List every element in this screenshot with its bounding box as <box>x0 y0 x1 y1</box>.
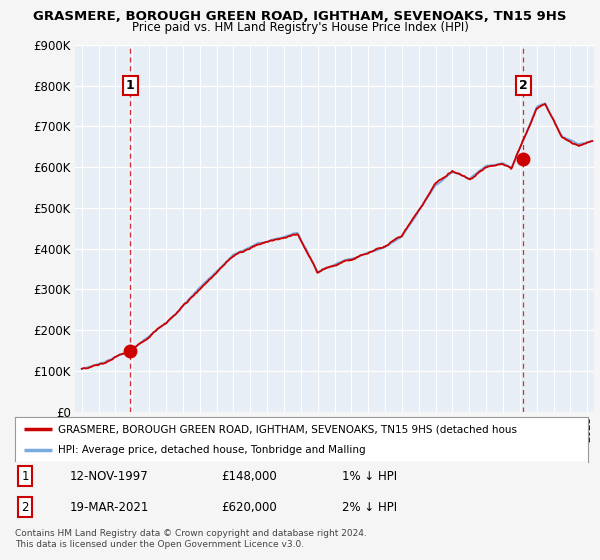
Text: 1: 1 <box>126 79 134 92</box>
Text: 1% ↓ HPI: 1% ↓ HPI <box>341 470 397 483</box>
Text: GRASMERE, BOROUGH GREEN ROAD, IGHTHAM, SEVENOAKS, TN15 9HS: GRASMERE, BOROUGH GREEN ROAD, IGHTHAM, S… <box>33 10 567 23</box>
Text: £148,000: £148,000 <box>221 470 277 483</box>
Text: 2% ↓ HPI: 2% ↓ HPI <box>341 501 397 514</box>
Text: Contains HM Land Registry data © Crown copyright and database right 2024.
This d: Contains HM Land Registry data © Crown c… <box>15 529 367 549</box>
Text: 2: 2 <box>519 79 528 92</box>
Text: 12-NOV-1997: 12-NOV-1997 <box>70 470 148 483</box>
Text: 2: 2 <box>22 501 29 514</box>
Text: HPI: Average price, detached house, Tonbridge and Malling: HPI: Average price, detached house, Tonb… <box>58 445 365 455</box>
Text: £620,000: £620,000 <box>221 501 277 514</box>
Text: 1: 1 <box>22 470 29 483</box>
Text: Price paid vs. HM Land Registry's House Price Index (HPI): Price paid vs. HM Land Registry's House … <box>131 21 469 34</box>
Text: 19-MAR-2021: 19-MAR-2021 <box>70 501 149 514</box>
Text: GRASMERE, BOROUGH GREEN ROAD, IGHTHAM, SEVENOAKS, TN15 9HS (detached hous: GRASMERE, BOROUGH GREEN ROAD, IGHTHAM, S… <box>58 424 517 435</box>
